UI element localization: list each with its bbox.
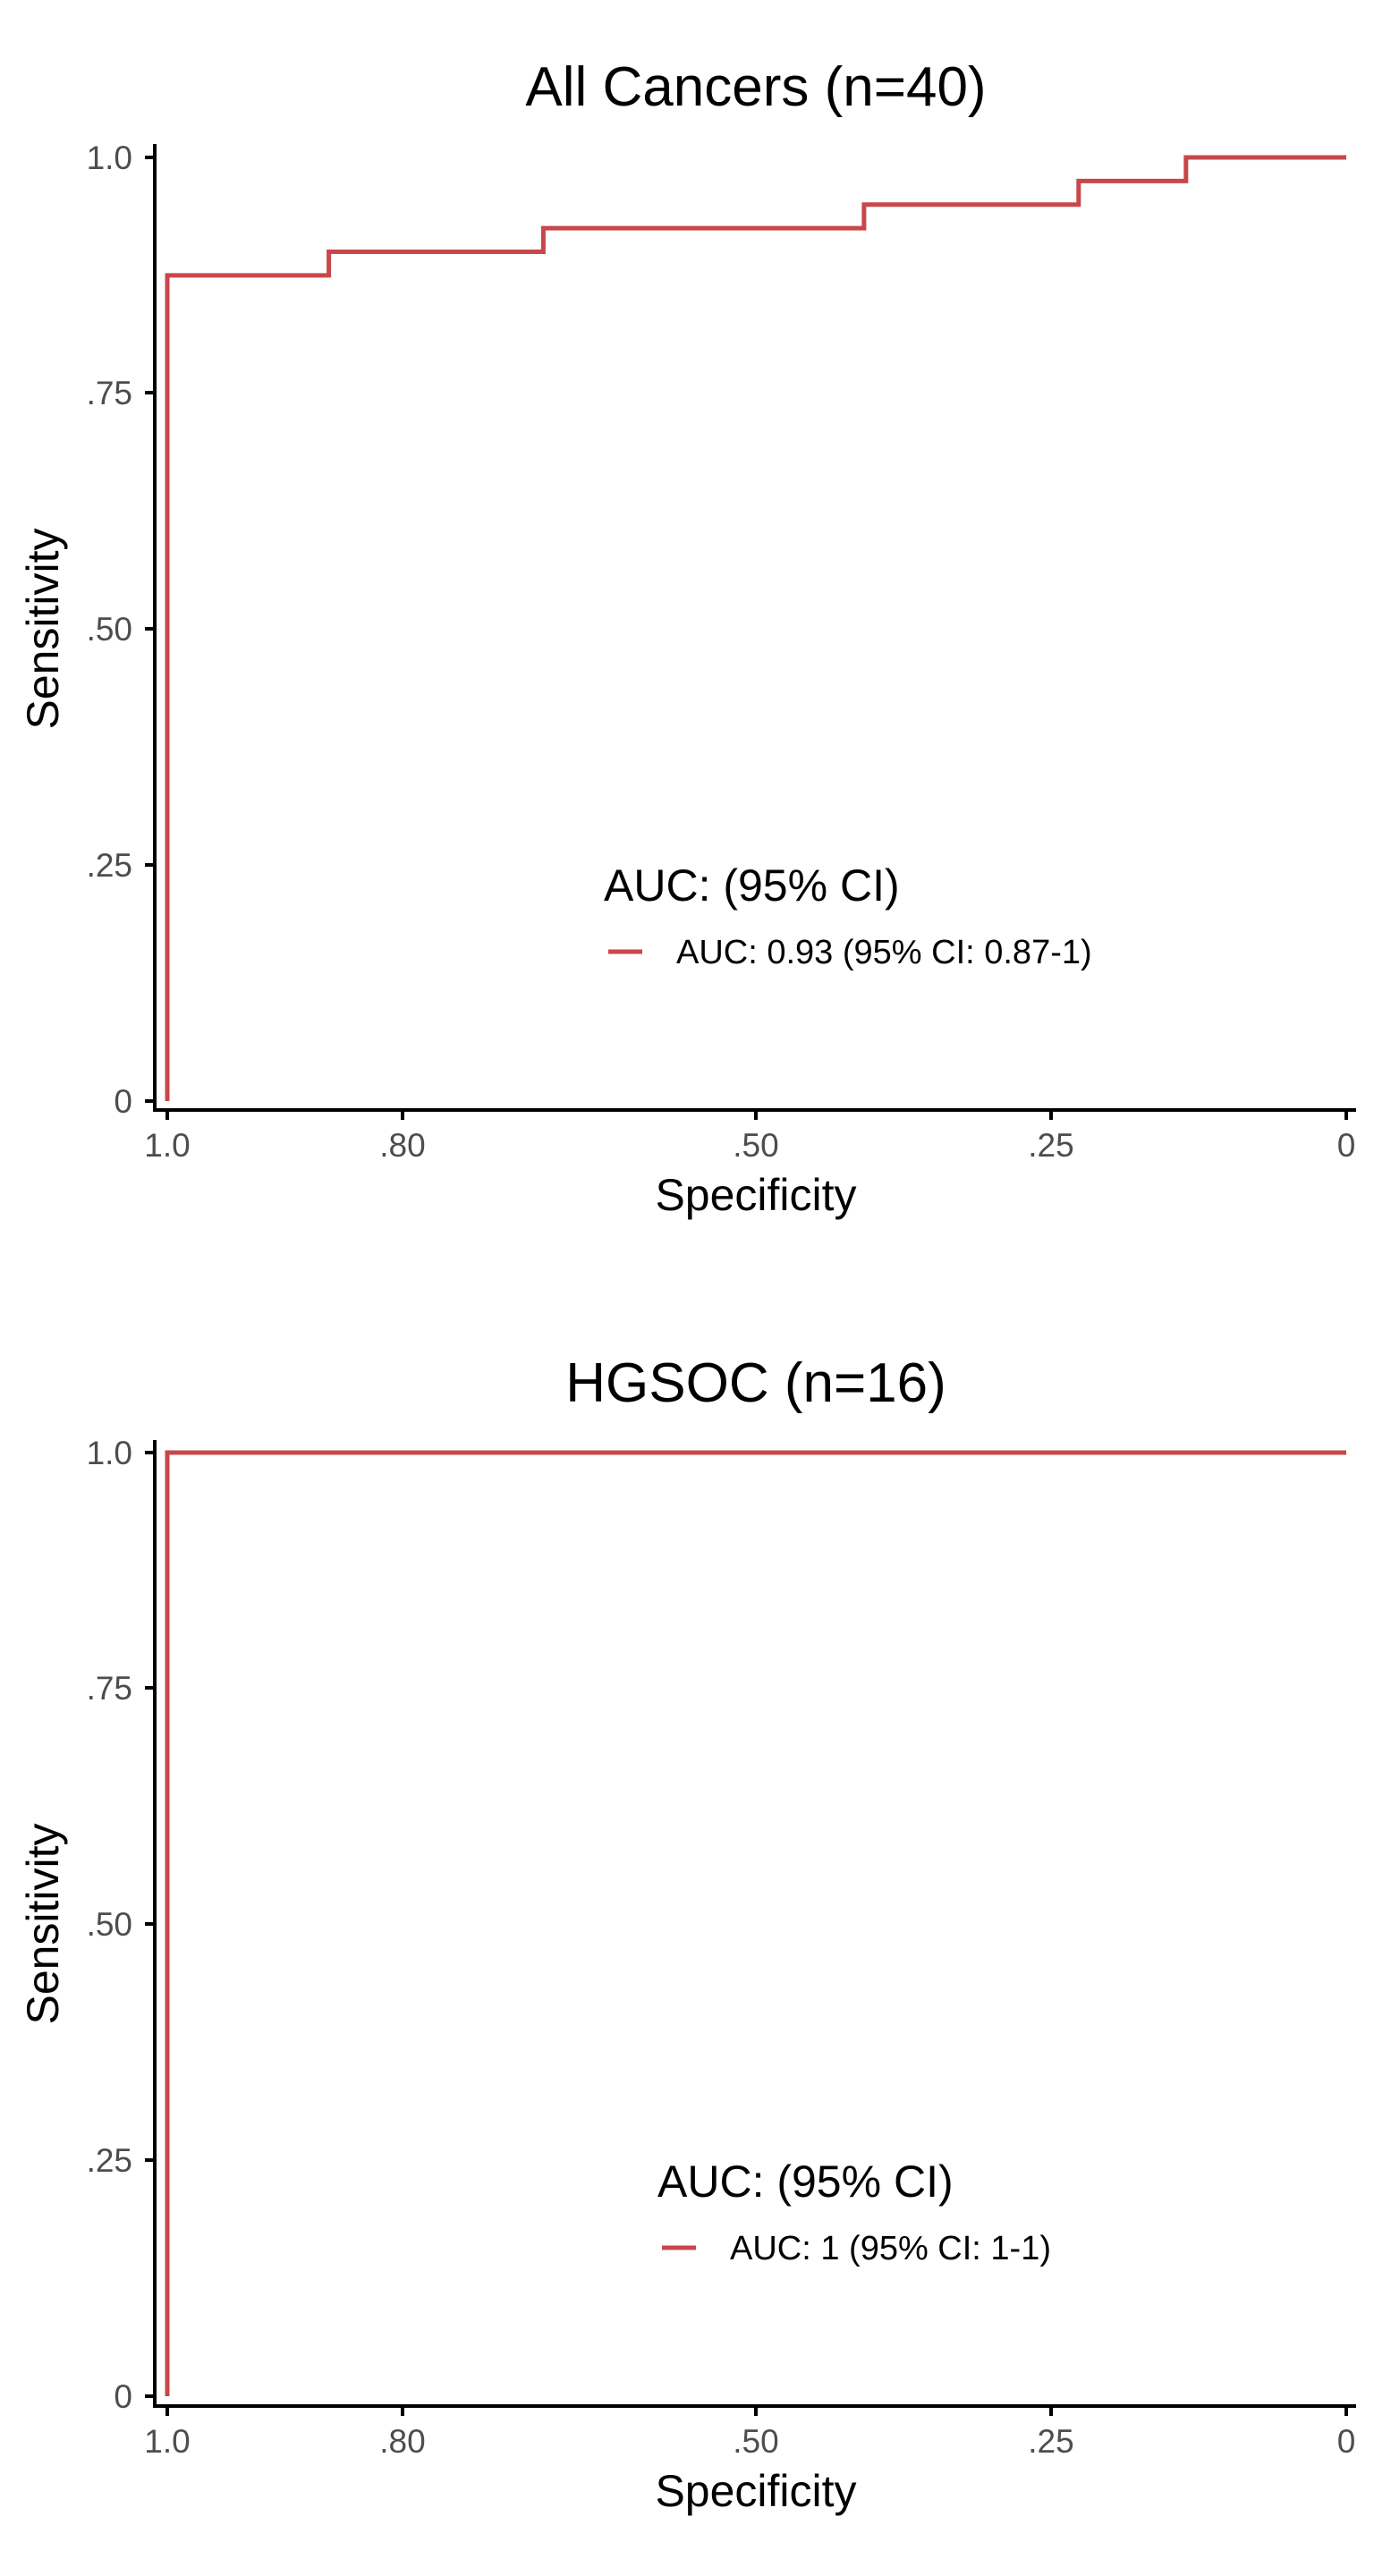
y-tick-label: 1.0 [87,140,132,176]
y-tick-label: .75 [87,375,132,411]
roc-panel-all-cancers: All Cancers (n=40) 0 .25 .50 .75 1.0 1.0… [18,56,1356,1220]
y-ticks: 0 .25 .50 .75 1.0 [87,1435,155,2415]
y-tick-label: .75 [87,1670,132,1707]
y-tick-label: 0 [114,2378,132,2415]
y-tick-label: 1.0 [87,1435,132,1471]
chart-title: HGSOC (n=16) [565,1352,946,1414]
x-tick-label: .50 [733,1127,778,1164]
x-tick-label: .80 [379,1127,425,1164]
x-ticks: 1.0 .80 .50 .25 0 [144,1110,1355,1164]
x-axis-label: Specificity [655,1170,856,1220]
y-tick-label: .25 [87,847,132,884]
legend-entry: AUC: 1 (95% CI: 1-1) [730,2230,1051,2267]
y-axis-label: Sensitivity [18,528,68,729]
y-tick-label: .50 [87,611,132,648]
x-tick-label: 0 [1337,2423,1356,2460]
roc-curve [165,155,1346,1101]
legend-title: AUC: (95% CI) [604,860,900,911]
x-tick-label: .80 [379,2423,425,2460]
roc-panel-hgsoc: HGSOC (n=16) 0 .25 .50 .75 1.0 1.0 .80 .… [18,1352,1356,2516]
x-tick-label: 1.0 [144,2423,190,2460]
plot-area [165,1450,1346,2396]
plot-area [165,155,1346,1101]
y-axis-label: Sensitivity [18,1823,68,2024]
x-tick-label: 1.0 [144,1127,190,1164]
y-tick-label: .25 [87,2142,132,2179]
roc-curve [165,1450,1346,2396]
y-tick-label: .50 [87,1906,132,1943]
y-tick-label: 0 [114,1083,132,1120]
x-axis-label: Specificity [655,2466,856,2516]
legend: AUC: (95% CI) AUC: 0.93 (95% CI: 0.87-1) [604,860,1092,971]
chart-title: All Cancers (n=40) [525,56,986,118]
x-tick-label: 0 [1337,1127,1356,1164]
legend-title: AUC: (95% CI) [657,2157,954,2207]
x-ticks: 1.0 .80 .50 .25 0 [144,2406,1355,2460]
legend: AUC: (95% CI) AUC: 1 (95% CI: 1-1) [657,2157,1051,2267]
x-tick-label: .25 [1028,1127,1073,1164]
y-ticks: 0 .25 .50 .75 1.0 [87,140,155,1120]
x-tick-label: .25 [1028,2423,1073,2460]
x-tick-label: .50 [733,2423,778,2460]
legend-entry: AUC: 0.93 (95% CI: 0.87-1) [676,934,1092,971]
